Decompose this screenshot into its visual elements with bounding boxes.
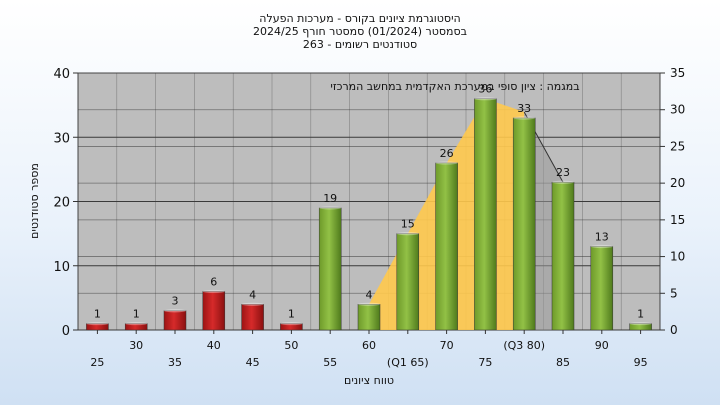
bar-value-label: 36 (478, 83, 492, 96)
bar-cap (125, 321, 148, 326)
x-tick-label: 35 (168, 356, 182, 369)
x-tick-label: 55 (323, 356, 337, 369)
bar-cap (396, 232, 419, 236)
y2-tick-label: 25 (670, 139, 685, 153)
x-tick-label: 40 (207, 339, 221, 352)
y-tick-label: 20 (53, 196, 70, 211)
y-tick-label: 30 (53, 131, 70, 146)
bar-value-label: 1 (637, 308, 644, 321)
y2-tick-label: 30 (670, 103, 685, 117)
x-tick-label: 90 (595, 339, 609, 352)
bar-value-label: 4 (249, 288, 256, 301)
chart-annotation: במגמה : ציון סופי במערכת האקדמית במחשב ה… (330, 80, 579, 93)
x-tick-label: 25 (90, 356, 104, 369)
bar-cap (358, 302, 380, 306)
x-tick-label: 75 (478, 356, 492, 369)
bar (590, 246, 614, 331)
bar-value-label: 15 (401, 218, 415, 231)
y2-tick-label: 5 (670, 286, 678, 300)
y2-tick-label: 15 (670, 213, 685, 227)
y-axis-title: מספר סטודנטים (28, 163, 41, 239)
bar-value-label: 1 (133, 308, 140, 321)
x-tick-label: (Q3 80) (503, 339, 545, 352)
bar-cap (590, 244, 613, 249)
bar-value-label: 26 (440, 147, 454, 160)
bar (396, 233, 420, 331)
bar-value-label: 13 (595, 230, 609, 243)
bar (318, 207, 342, 331)
bar (241, 304, 264, 331)
bar-cap (474, 97, 497, 101)
bar-cap (202, 289, 225, 294)
x-axis-title: טווח ציונים (344, 374, 394, 387)
bar-value-label: 23 (556, 166, 570, 179)
bar-cap (319, 206, 342, 210)
bar-cap (86, 321, 109, 326)
bar-value-label: 6 (210, 275, 217, 288)
y-tick-label: 40 (53, 67, 70, 82)
x-tick-label: 50 (284, 339, 298, 352)
y2-tick-label: 35 (670, 66, 685, 80)
bar (357, 304, 381, 331)
y-tick-label: 0 (62, 324, 70, 339)
bar-cap (241, 302, 264, 306)
bar-cap (280, 321, 303, 326)
bar-value-label: 3 (172, 295, 179, 308)
x-tick-label: 70 (440, 339, 454, 352)
bar-cap (435, 161, 458, 165)
bar (163, 310, 187, 331)
bar (435, 162, 458, 331)
bar (474, 98, 497, 331)
chart-title-line-3: סטודנטים רשומים - 263 (303, 38, 417, 51)
x-tick-label: 95 (634, 356, 648, 369)
x-tick-label: 30 (129, 339, 143, 352)
bar-cap (629, 321, 652, 326)
bar-value-label: 1 (94, 308, 101, 321)
bar (551, 181, 575, 331)
chart-title-line-2: בסמסטר (01/2024) סמסטר חורף 2024/25 (253, 25, 467, 38)
bar (512, 117, 536, 331)
y-tick-label: 10 (53, 260, 70, 275)
y2-tick-label: 20 (670, 176, 685, 190)
x-tick-label: 60 (362, 339, 376, 352)
y2-tick-label: 10 (670, 250, 685, 264)
bar-value-label: 1 (288, 308, 295, 321)
bar-cap (164, 309, 186, 313)
bar-value-label: 33 (517, 102, 531, 115)
y2-tick-label: 0 (670, 323, 678, 337)
bar-value-label: 4 (366, 288, 373, 301)
x-tick-label: 45 (246, 356, 260, 369)
bar-cap (552, 180, 574, 184)
x-tick-label: 85 (556, 356, 570, 369)
bar-cap (513, 116, 536, 120)
chart-title-line-1: היסטוגרמת ציונים בקורס - מערכות הפעלה (259, 12, 460, 25)
bar (202, 291, 226, 331)
x-tick-label: (Q1 65) (387, 356, 429, 369)
bar-value-label: 19 (323, 192, 337, 205)
